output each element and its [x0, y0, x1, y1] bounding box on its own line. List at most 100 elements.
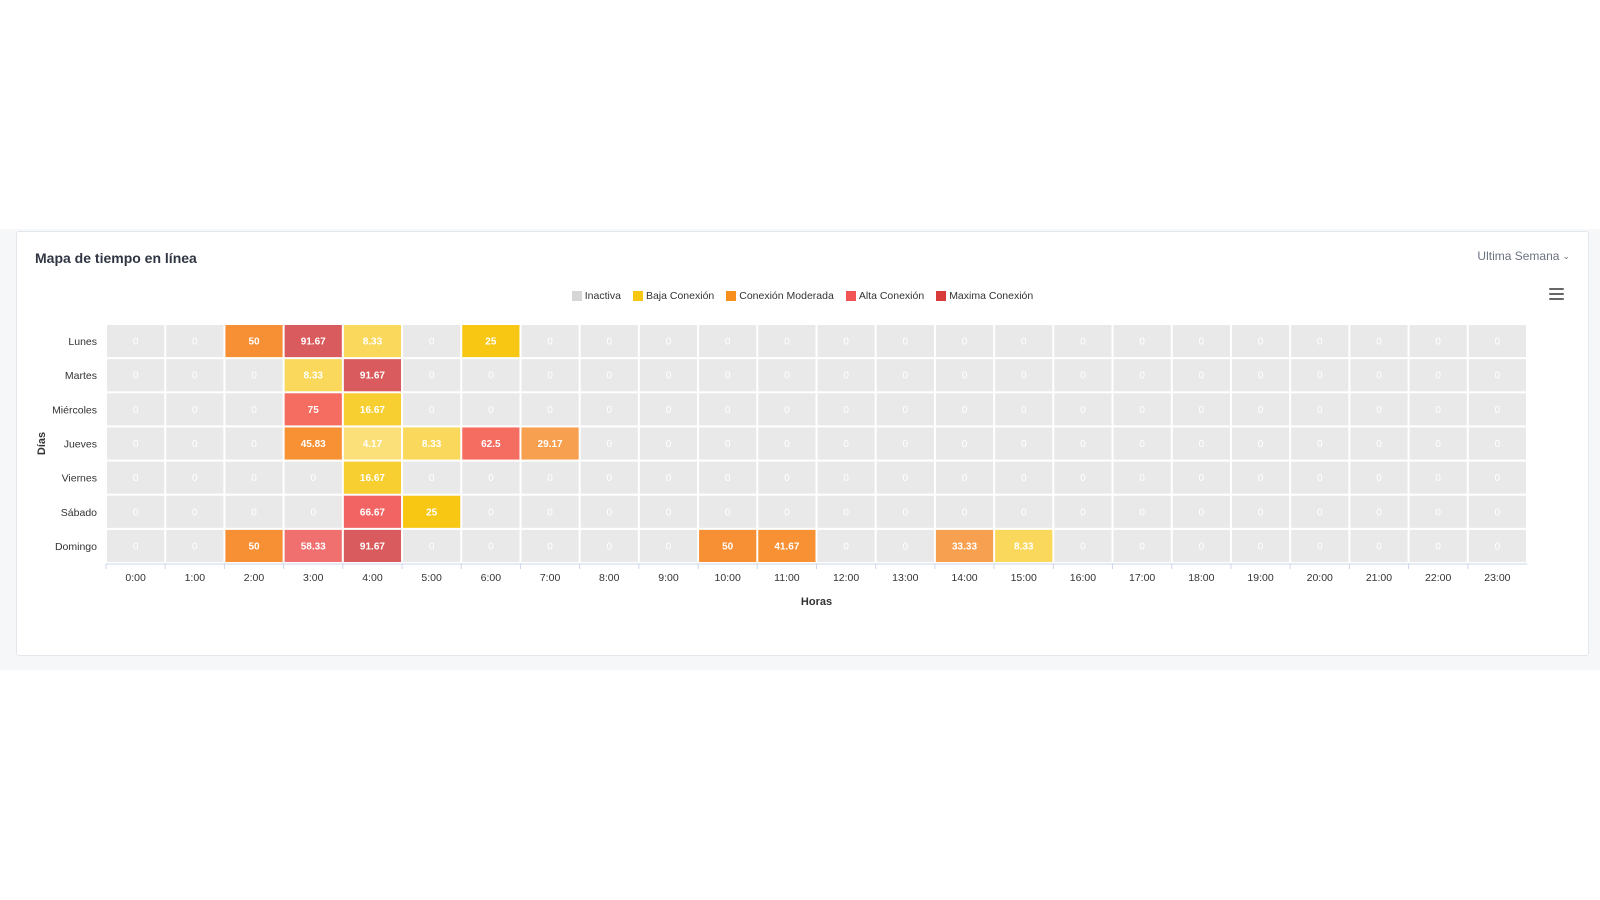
- heatmap-cell[interactable]: [403, 393, 461, 426]
- heatmap-cell[interactable]: [817, 427, 875, 460]
- heatmap-cell[interactable]: [699, 359, 757, 392]
- heatmap-cell[interactable]: [1291, 529, 1349, 562]
- heatmap-cell[interactable]: [758, 461, 816, 494]
- heatmap-cell[interactable]: [876, 393, 934, 426]
- period-dropdown[interactable]: Ultima Semana ⌄: [1477, 249, 1570, 263]
- heatmap-cell[interactable]: [1350, 325, 1408, 358]
- heatmap-cell[interactable]: [1113, 325, 1171, 358]
- heatmap-cell[interactable]: [521, 325, 579, 358]
- heatmap-cell[interactable]: [1231, 393, 1290, 426]
- heatmap-cell[interactable]: [1409, 461, 1467, 494]
- heatmap-cell[interactable]: [935, 325, 994, 358]
- heatmap-cell[interactable]: [107, 393, 165, 426]
- heatmap-cell[interactable]: [343, 427, 402, 460]
- heatmap-cell[interactable]: [1291, 393, 1349, 426]
- heatmap-cell[interactable]: [284, 495, 342, 528]
- heatmap-cell[interactable]: [225, 427, 283, 460]
- heatmap-cell[interactable]: [343, 325, 402, 358]
- heatmap-cell[interactable]: [1409, 393, 1467, 426]
- heatmap-cell[interactable]: [462, 359, 520, 392]
- heatmap-cell[interactable]: [1350, 529, 1408, 562]
- heatmap-cell[interactable]: [225, 359, 283, 392]
- heatmap-cell[interactable]: [1291, 461, 1349, 494]
- heatmap-cell[interactable]: [699, 427, 757, 460]
- chart-menu-icon[interactable]: [1549, 288, 1564, 300]
- heatmap-cell[interactable]: [995, 495, 1053, 528]
- heatmap-cell[interactable]: [462, 427, 520, 460]
- heatmap-cell[interactable]: [758, 325, 816, 358]
- heatmap-cell[interactable]: [1172, 495, 1230, 528]
- heatmap-cell[interactable]: [1113, 427, 1171, 460]
- heatmap-cell[interactable]: [107, 461, 165, 494]
- heatmap-cell[interactable]: [817, 393, 875, 426]
- heatmap-cell[interactable]: [1409, 495, 1467, 528]
- heatmap-cell[interactable]: [995, 393, 1053, 426]
- heatmap-cell[interactable]: [876, 427, 934, 460]
- heatmap-cell[interactable]: [639, 325, 698, 358]
- heatmap-cell[interactable]: [817, 359, 875, 392]
- heatmap-cell[interactable]: [521, 427, 579, 460]
- heatmap-cell[interactable]: [1113, 495, 1171, 528]
- heatmap-cell[interactable]: [699, 325, 757, 358]
- heatmap-cell[interactable]: [107, 359, 165, 392]
- heatmap-cell[interactable]: [1113, 393, 1171, 426]
- heatmap-cell[interactable]: [876, 325, 934, 358]
- heatmap-cell[interactable]: [1350, 461, 1408, 494]
- heatmap-cell[interactable]: [580, 461, 638, 494]
- heatmap-cell[interactable]: [935, 359, 994, 392]
- heatmap-cell[interactable]: [935, 427, 994, 460]
- heatmap-cell[interactable]: [1350, 359, 1408, 392]
- heatmap-cell[interactable]: [639, 359, 698, 392]
- heatmap-cell[interactable]: [580, 359, 638, 392]
- heatmap-cell[interactable]: [284, 461, 342, 494]
- heatmap-cell[interactable]: [1231, 427, 1290, 460]
- legend-item[interactable]: Conexión Moderada: [726, 290, 834, 302]
- heatmap-cell[interactable]: [1468, 495, 1526, 528]
- heatmap-cell[interactable]: [580, 325, 638, 358]
- heatmap-cell[interactable]: [699, 495, 757, 528]
- heatmap-cell[interactable]: [225, 495, 283, 528]
- heatmap-cell[interactable]: [1113, 359, 1171, 392]
- heatmap-cell[interactable]: [1054, 461, 1112, 494]
- heatmap-cell[interactable]: [1172, 529, 1230, 562]
- heatmap-cell[interactable]: [403, 461, 461, 494]
- heatmap-cell[interactable]: [876, 495, 934, 528]
- heatmap-cell[interactable]: [995, 529, 1053, 562]
- heatmap-cell[interactable]: [1172, 359, 1230, 392]
- heatmap-cell[interactable]: [1291, 427, 1349, 460]
- heatmap-cell[interactable]: [284, 325, 342, 358]
- heatmap-cell[interactable]: [1409, 325, 1467, 358]
- heatmap-cell[interactable]: [935, 461, 994, 494]
- heatmap-cell[interactable]: [1054, 359, 1112, 392]
- heatmap-cell[interactable]: [1291, 325, 1349, 358]
- heatmap-cell[interactable]: [1468, 529, 1526, 562]
- heatmap-cell[interactable]: [521, 461, 579, 494]
- heatmap-cell[interactable]: [1231, 495, 1290, 528]
- heatmap-cell[interactable]: [166, 393, 224, 426]
- heatmap-cell[interactable]: [935, 495, 994, 528]
- heatmap-cell[interactable]: [1409, 427, 1467, 460]
- heatmap-cell[interactable]: [166, 359, 224, 392]
- heatmap-cell[interactable]: [1468, 325, 1526, 358]
- heatmap-cell[interactable]: [1054, 529, 1112, 562]
- heatmap-cell[interactable]: [1054, 495, 1112, 528]
- heatmap-cell[interactable]: [995, 359, 1053, 392]
- legend-item[interactable]: Maxima Conexión: [936, 290, 1033, 302]
- heatmap-cell[interactable]: [462, 495, 520, 528]
- heatmap-cell[interactable]: [225, 325, 283, 358]
- heatmap-cell[interactable]: [1054, 325, 1112, 358]
- heatmap-cell[interactable]: [1291, 359, 1349, 392]
- legend-item[interactable]: Alta Conexión: [845, 290, 924, 302]
- heatmap-cell[interactable]: [107, 529, 165, 562]
- heatmap-cell[interactable]: [935, 393, 994, 426]
- heatmap-cell[interactable]: [166, 495, 224, 528]
- heatmap-cell[interactable]: [580, 393, 638, 426]
- heatmap-cell[interactable]: [166, 325, 224, 358]
- heatmap-cell[interactable]: [817, 529, 875, 562]
- heatmap-cell[interactable]: [817, 461, 875, 494]
- heatmap-cell[interactable]: [1231, 359, 1290, 392]
- heatmap-cell[interactable]: [1054, 427, 1112, 460]
- heatmap-cell[interactable]: [166, 427, 224, 460]
- heatmap-cell[interactable]: [107, 495, 165, 528]
- heatmap-cell[interactable]: [1350, 393, 1408, 426]
